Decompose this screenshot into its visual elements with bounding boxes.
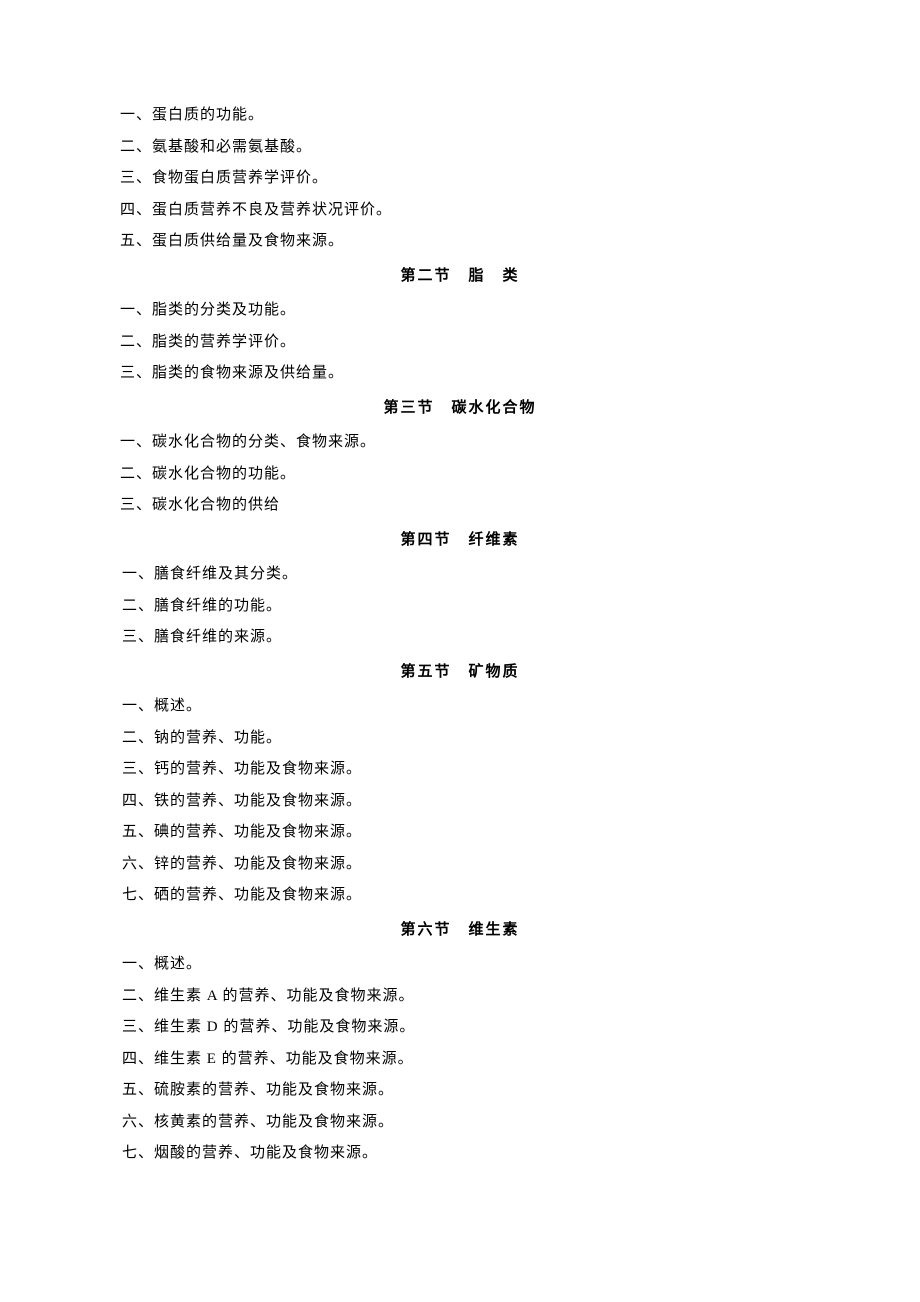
section-heading-4: 第四节 纤维素 [120, 525, 800, 557]
list-item: 一、脂类的分类及功能。 [120, 295, 800, 327]
list-item: 一、概述。 [120, 691, 800, 723]
document-page: 一、蛋白质的功能。 二、氨基酸和必需氨基酸。 三、食物蛋白质营养学评价。 四、蛋… [0, 0, 920, 1250]
list-item: 五、硫胺素的营养、功能及食物来源。 [120, 1075, 800, 1107]
list-item: 二、氨基酸和必需氨基酸。 [120, 132, 800, 164]
list-item: 七、硒的营养、功能及食物来源。 [120, 880, 800, 912]
list-item: 三、脂类的食物来源及供给量。 [120, 358, 800, 390]
list-item: 三、钙的营养、功能及食物来源。 [120, 754, 800, 786]
list-item: 三、食物蛋白质营养学评价。 [120, 163, 800, 195]
list-item: 三、膳食纤维的来源。 [120, 622, 800, 654]
list-item: 一、蛋白质的功能。 [120, 100, 800, 132]
list-item: 三、碳水化合物的供给 [120, 490, 800, 522]
list-item: 一、概述。 [120, 949, 800, 981]
list-item: 五、蛋白质供给量及食物来源。 [120, 226, 800, 258]
section-heading-6: 第六节 维生素 [120, 915, 800, 947]
list-item: 五、碘的营养、功能及食物来源。 [120, 817, 800, 849]
list-item: 四、铁的营养、功能及食物来源。 [120, 786, 800, 818]
list-item: 六、锌的营养、功能及食物来源。 [120, 849, 800, 881]
section-heading-5: 第五节 矿物质 [120, 657, 800, 689]
section-heading-2: 第二节 脂 类 [120, 261, 800, 293]
list-item: 七、烟酸的营养、功能及食物来源。 [120, 1138, 800, 1170]
list-item: 四、维生素 E 的营养、功能及食物来源。 [120, 1044, 800, 1076]
list-item: 二、脂类的营养学评价。 [120, 327, 800, 359]
list-item: 二、钠的营养、功能。 [120, 723, 800, 755]
list-item: 二、膳食纤维的功能。 [120, 591, 800, 623]
list-item: 三、维生素 D 的营养、功能及食物来源。 [120, 1012, 800, 1044]
section-heading-3: 第三节 碳水化合物 [120, 393, 800, 425]
list-item: 一、膳食纤维及其分类。 [120, 559, 800, 591]
list-item: 四、蛋白质营养不良及营养状况评价。 [120, 195, 800, 227]
list-item: 二、维生素 A 的营养、功能及食物来源。 [120, 981, 800, 1013]
list-item: 一、碳水化合物的分类、食物来源。 [120, 427, 800, 459]
list-item: 二、碳水化合物的功能。 [120, 459, 800, 491]
list-item: 六、核黄素的营养、功能及食物来源。 [120, 1107, 800, 1139]
